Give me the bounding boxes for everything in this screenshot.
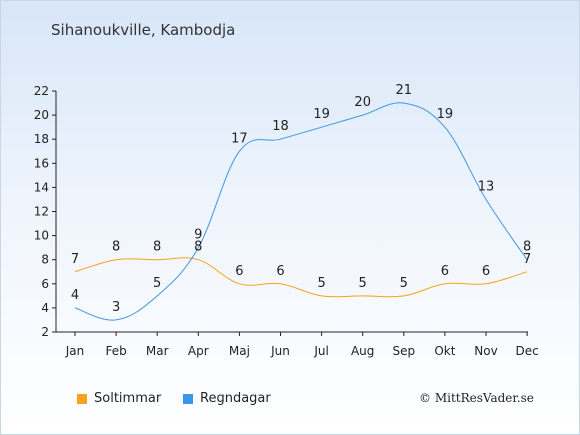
data-label-soltimmar: 6: [482, 264, 490, 279]
x-tick-label: Maj: [229, 344, 250, 358]
y-tick-label: 2: [41, 325, 49, 339]
data-label-regndagar: 8: [523, 240, 531, 255]
data-label-soltimmar: 6: [235, 264, 243, 279]
y-tick-label: 10: [34, 229, 49, 243]
x-tick-label: Okt: [434, 344, 455, 358]
chart-axes: 2 4 6 8 10 12 14 16 18 20 22 Jan Feb Mar Apr Maj Jun Jul A…: [34, 84, 539, 358]
y-tick-label: 12: [34, 205, 49, 219]
legend-swatch-soltimmar: [77, 393, 87, 404]
y-tick-label: 18: [34, 132, 49, 146]
x-tick-label: Nov: [474, 344, 497, 358]
y-tick-label: 8: [41, 253, 49, 267]
data-label-regndagar: 9: [194, 228, 202, 243]
y-tick-label: 4: [41, 301, 49, 315]
data-label-regndagar: 20: [354, 95, 371, 110]
series-line-regndagar: [74, 102, 528, 321]
data-label-regndagar: 5: [153, 276, 161, 291]
data-label-soltimmar: 5: [359, 276, 367, 291]
x-tick-label: Jun: [270, 344, 290, 358]
data-label-regndagar: 18: [272, 119, 289, 134]
x-tick-label: Mar: [146, 344, 169, 358]
data-label-regndagar: 4: [71, 288, 79, 303]
y-tick-label: 22: [34, 84, 49, 98]
x-tick-label: Apr: [188, 344, 209, 358]
legend-label-soltimmar: Soltimmar: [94, 391, 162, 406]
legend-item-soltimmar: Soltimmar: [77, 391, 161, 406]
x-tick-label: Dec: [515, 344, 538, 358]
y-tick-label: 16: [34, 156, 49, 170]
data-label-regndagar: 13: [478, 179, 495, 194]
legend-label-regndagar: Regndagar: [200, 391, 271, 406]
y-tick-label: 20: [34, 108, 49, 122]
x-tick-label: Feb: [105, 344, 126, 358]
y-tick-label: 14: [34, 180, 49, 194]
data-label-regndagar: 21: [396, 83, 413, 98]
x-tick-label: Jan: [65, 344, 85, 358]
data-label-soltimmar: 7: [71, 252, 79, 267]
data-label-regndagar: 17: [231, 131, 248, 146]
x-tick-label: Sep: [392, 344, 415, 358]
chart-lines: [74, 102, 528, 321]
chart-title: Sihanoukville, Kambodja: [51, 21, 236, 39]
data-label-soltimmar: 8: [194, 240, 202, 255]
legend-item-regndagar: Regndagar: [183, 391, 271, 406]
y-tick-label: 6: [41, 277, 49, 291]
series-line-soltimmar: [74, 257, 528, 298]
data-label-soltimmar: 6: [276, 264, 284, 279]
data-label-soltimmar: 8: [153, 240, 161, 255]
copyright-text: © MittResVader.se: [419, 391, 534, 405]
data-label-soltimmar: 6: [441, 264, 449, 279]
x-tick-label: Jul: [313, 344, 328, 358]
data-label-regndagar: 19: [313, 107, 330, 122]
data-label-regndagar: 19: [437, 107, 454, 122]
data-label-soltimmar: 5: [317, 276, 325, 291]
data-label-soltimmar: 8: [112, 240, 120, 255]
data-label-regndagar: 3: [112, 300, 120, 315]
data-label-soltimmar: 5: [400, 276, 408, 291]
data-label-soltimmar: 7: [523, 252, 531, 267]
x-tick-label: Aug: [351, 344, 374, 358]
legend-swatch-regndagar: [183, 393, 193, 404]
